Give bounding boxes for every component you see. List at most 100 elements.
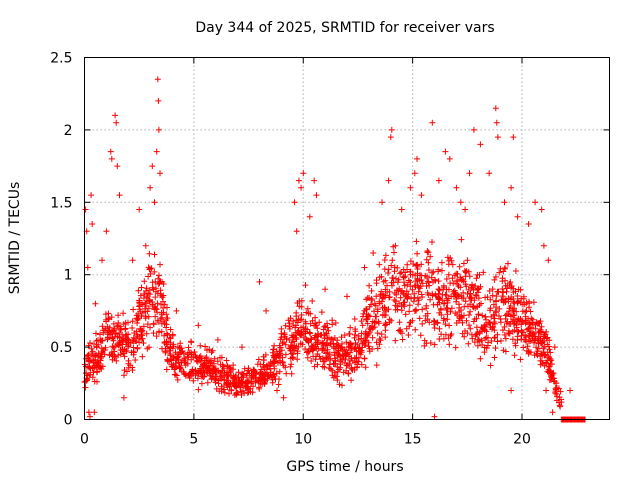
data-point (103, 228, 110, 235)
data-point (373, 293, 380, 300)
data-point (362, 338, 369, 345)
data-point (348, 365, 355, 372)
data-point (271, 354, 278, 361)
data-point (256, 378, 263, 385)
data-point (444, 311, 451, 318)
data-point (373, 362, 380, 369)
data-point (92, 300, 99, 307)
data-point (320, 358, 327, 365)
data-point (491, 319, 498, 325)
data-point (110, 344, 117, 351)
data-point (178, 359, 185, 366)
data-point (203, 368, 210, 375)
data-point (115, 312, 122, 319)
data-point (110, 320, 117, 327)
data-point (455, 283, 462, 289)
data-point (105, 328, 112, 335)
data-point (446, 155, 453, 162)
data-point (469, 284, 476, 291)
data-point (467, 308, 474, 315)
data-point (146, 250, 153, 257)
data-point (335, 347, 342, 354)
data-point (409, 317, 416, 324)
data-point (161, 340, 168, 347)
data-point (243, 385, 250, 392)
data-point (398, 206, 405, 213)
data-point (239, 380, 246, 387)
data-point (378, 331, 385, 338)
data-point (174, 376, 181, 383)
data-point (467, 295, 474, 302)
data-point (502, 298, 509, 305)
data-point (551, 344, 558, 351)
data-point (167, 351, 174, 357)
data-point (131, 330, 138, 336)
data-point (339, 340, 345, 347)
data-point (82, 206, 89, 213)
data-point (377, 337, 384, 344)
data-point (394, 279, 401, 286)
data-point (364, 320, 371, 327)
data-point (365, 312, 372, 319)
data-point (374, 306, 381, 313)
data-point (438, 259, 445, 266)
data-point (497, 316, 504, 322)
data-point (320, 342, 327, 349)
data-point (363, 306, 370, 313)
data-point (104, 336, 111, 343)
data-point (287, 363, 294, 370)
data-point (532, 325, 539, 332)
data-points (81, 76, 588, 423)
data-point (443, 292, 450, 299)
data-point (496, 269, 503, 276)
data-point (97, 352, 103, 359)
data-point (401, 279, 407, 286)
data-point (506, 280, 513, 287)
data-point (511, 305, 518, 312)
data-point (141, 278, 148, 285)
data-point (278, 325, 285, 332)
data-point (434, 301, 441, 308)
data-point (156, 272, 162, 279)
data-point (508, 294, 515, 300)
data-point (288, 350, 295, 357)
data-point (85, 409, 92, 416)
data-point (326, 361, 333, 368)
data-point (304, 305, 311, 312)
data-point (463, 268, 470, 274)
data-point (493, 119, 500, 126)
data-point (386, 288, 393, 295)
data-point (102, 311, 109, 318)
data-point (483, 334, 490, 341)
data-point (411, 170, 418, 177)
data-point (369, 334, 376, 341)
data-point (182, 371, 188, 378)
data-point (208, 357, 215, 364)
data-point (413, 307, 420, 314)
data-point (130, 351, 137, 358)
data-point (408, 295, 415, 302)
data-point (380, 311, 386, 318)
data-point (435, 177, 442, 184)
data-point (137, 308, 144, 315)
data-point (548, 357, 555, 364)
data-point (440, 317, 447, 324)
data-point (219, 374, 226, 381)
data-point (460, 289, 467, 296)
data-point (454, 312, 460, 318)
data-point (436, 286, 443, 293)
data-point (331, 343, 337, 350)
data-point (279, 340, 286, 347)
data-point (424, 248, 431, 254)
data-point (146, 297, 152, 303)
data-point (185, 354, 192, 361)
data-point (523, 334, 530, 341)
data-point (455, 317, 462, 324)
y-tick-label: 1.5 (50, 195, 72, 211)
data-point (295, 316, 302, 322)
data-point (371, 308, 377, 315)
data-point (459, 319, 466, 326)
data-point (161, 320, 168, 327)
data-point (526, 304, 532, 311)
data-point (397, 270, 403, 277)
